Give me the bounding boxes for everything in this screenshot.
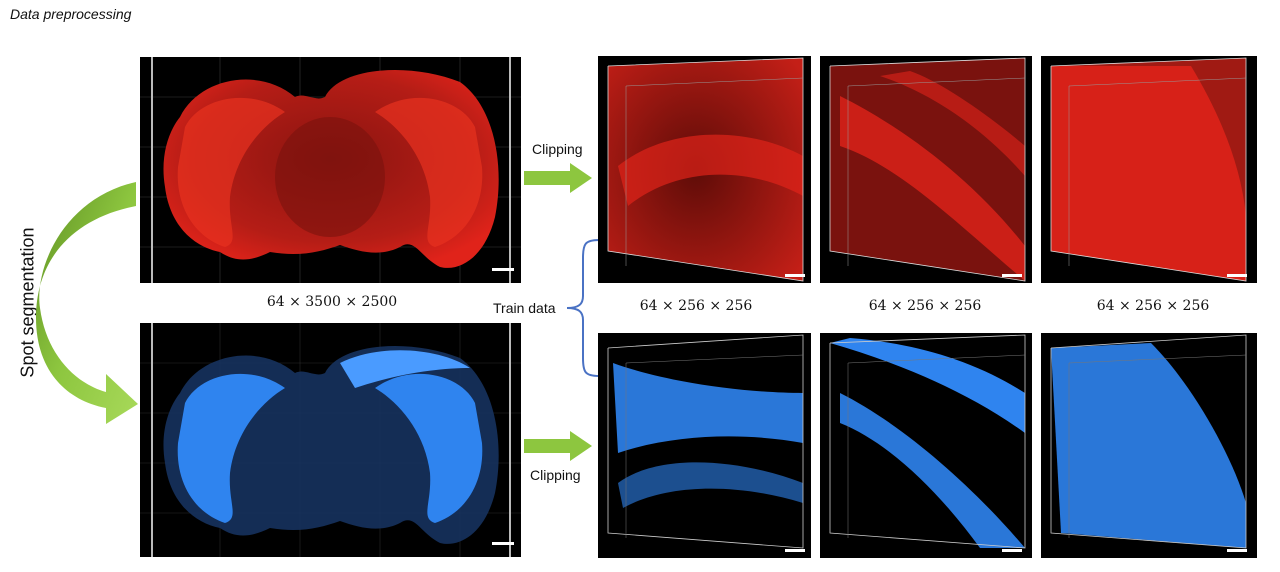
full-volume-segmented-panel xyxy=(140,323,521,557)
clipping-arrow-top xyxy=(524,163,592,193)
train-data-label: Train data xyxy=(493,300,556,316)
figure-title: Data preprocessing xyxy=(10,6,132,22)
segmentation-curved-arrow xyxy=(36,182,138,424)
scale-bar xyxy=(1002,274,1022,277)
crop-dimensions-3: 64 × 256 × 256 xyxy=(1096,298,1210,314)
scale-bar xyxy=(785,549,805,552)
crop-dimensions-2: 64 × 256 × 256 xyxy=(868,298,982,314)
scale-bar xyxy=(1227,274,1247,277)
full-volume-dimensions: 64 × 3500 × 2500 xyxy=(266,294,398,310)
crop-raw-panel-3 xyxy=(1041,56,1257,283)
scale-bar xyxy=(1002,549,1022,552)
scale-bar xyxy=(492,268,514,271)
train-data-bracket xyxy=(566,239,600,377)
scale-bar xyxy=(785,274,805,277)
crop-segmented-panel-2 xyxy=(820,333,1032,558)
crop-segmented-panel-3 xyxy=(1041,333,1257,558)
clipping-label-bottom: Clipping xyxy=(530,467,581,483)
crop-raw-panel-2 xyxy=(820,56,1032,283)
full-volume-raw-panel xyxy=(140,57,521,283)
clipping-arrow-bottom xyxy=(524,431,592,461)
crop-dimensions-1: 64 × 256 × 256 xyxy=(639,298,753,314)
scale-bar xyxy=(492,542,514,545)
crop-segmented-panel-1 xyxy=(598,333,811,558)
crop-raw-panel-1 xyxy=(598,56,811,283)
clipping-label-top: Clipping xyxy=(532,141,583,157)
scale-bar xyxy=(1227,549,1247,552)
